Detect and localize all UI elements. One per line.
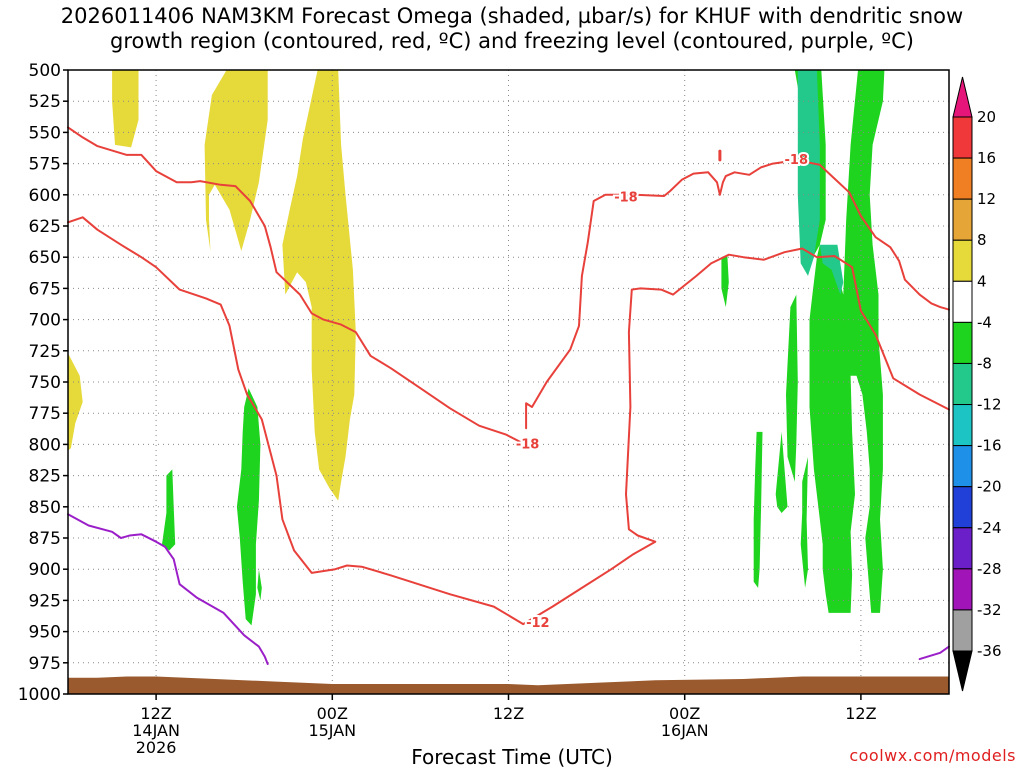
omega-region-0 bbox=[112, 70, 139, 148]
freezing-level-contour-west bbox=[67, 513, 269, 665]
colorbar-bin-4 bbox=[952, 280, 973, 323]
dgz-minus18-label-east-0: -18 bbox=[614, 190, 638, 205]
colorbar-bin-5 bbox=[952, 321, 973, 364]
colorbar-label-9: -20 bbox=[977, 478, 1002, 496]
omega-region-7 bbox=[721, 254, 729, 308]
colorbar-label-1: 16 bbox=[977, 149, 996, 167]
y-axis: 500 525 550 575 600 625 650 675 700 725 750 775 800 8… bbox=[18, 61, 68, 705]
x-tick-label-6-0: 12Z bbox=[140, 704, 171, 723]
temperature-contours: -12 -18 -18 -18 bbox=[67, 126, 950, 665]
dgz-minus12-contour bbox=[67, 216, 950, 626]
omega-region-10 bbox=[786, 294, 798, 482]
y-tick-label-725: 725 bbox=[29, 342, 61, 362]
y-tick-label-950: 950 bbox=[29, 623, 61, 643]
y-tick-label-875: 875 bbox=[29, 529, 61, 549]
colorbar-label-8: -16 bbox=[977, 437, 1002, 455]
colorbar: 20 16 12 8 4 -4 -8 -12 -16 -20 -24 -28 -32 -36 bbox=[952, 76, 1002, 692]
y-tick-label-550: 550 bbox=[29, 123, 61, 143]
x-tick-label-18-0: 00Z bbox=[317, 704, 348, 723]
y-tick-label-625: 625 bbox=[29, 217, 61, 237]
y-tick-label-675: 675 bbox=[29, 279, 61, 299]
x-tick-label-54-0: 12Z bbox=[845, 704, 876, 723]
colorbar-bin-2 bbox=[952, 198, 973, 241]
dgz-minus12-label: -12 bbox=[526, 616, 550, 631]
colorbar-label-3: 8 bbox=[977, 231, 987, 249]
colorbar-label-2: 12 bbox=[977, 190, 996, 208]
grid-lines bbox=[68, 70, 949, 694]
dgz-minus18-contour-east bbox=[525, 160, 950, 430]
terrain-layer bbox=[68, 676, 949, 694]
omega-region-12 bbox=[775, 431, 788, 513]
omega-shaded-regions bbox=[68, 70, 885, 626]
dgz-minus18-contour-west bbox=[67, 126, 522, 443]
x-tick-label-6-1: 14JAN bbox=[132, 721, 180, 740]
y-tick-label-600: 600 bbox=[29, 186, 61, 206]
omega-region-3 bbox=[68, 353, 83, 451]
colorbar-label-10: -24 bbox=[977, 519, 1002, 537]
y-tick-label-775: 775 bbox=[29, 404, 61, 424]
x-axis-title: Forecast Time (UTC) bbox=[411, 745, 613, 769]
colorbar-label-6: -8 bbox=[977, 354, 992, 372]
y-tick-label-700: 700 bbox=[29, 311, 61, 331]
colorbar-bin-6 bbox=[952, 362, 973, 406]
colorbar-bin-1 bbox=[952, 157, 973, 200]
colorbar-label-11: -28 bbox=[977, 560, 1002, 578]
x-tick-label-42-1: 16JAN bbox=[661, 721, 709, 740]
terrain-fill bbox=[68, 676, 949, 694]
y-tick-label-825: 825 bbox=[29, 467, 61, 487]
y-tick-label-900: 900 bbox=[29, 560, 61, 580]
colorbar-bin-3 bbox=[952, 239, 973, 282]
y-tick-label-850: 850 bbox=[29, 498, 61, 518]
colorbar-bin-0 bbox=[952, 116, 973, 159]
y-tick-label-500: 500 bbox=[29, 61, 61, 81]
chart-title-line-1: 2026011406 NAM3KM Forecast Omega (shaded… bbox=[60, 4, 964, 28]
colorbar-label-7: -12 bbox=[977, 396, 1002, 414]
colorbar-top-triangle bbox=[952, 76, 973, 118]
y-tick-label-525: 525 bbox=[29, 92, 61, 112]
omega-region-8 bbox=[753, 431, 763, 588]
colorbar-label-0: 20 bbox=[977, 108, 996, 126]
y-tick-label-800: 800 bbox=[29, 435, 61, 455]
dgz-minus18-label-west: -18 bbox=[516, 437, 540, 452]
y-tick-label-575: 575 bbox=[29, 155, 61, 175]
colorbar-bin-12 bbox=[952, 609, 973, 652]
credit-label: coolwx.com/models bbox=[849, 746, 1016, 765]
omega-region-2 bbox=[282, 70, 356, 501]
x-tick-label-6-2: 2026 bbox=[136, 738, 177, 757]
colorbar-label-13: -36 bbox=[977, 642, 1002, 660]
colorbar-label-12: -32 bbox=[977, 601, 1002, 619]
colorbar-bin-9 bbox=[952, 486, 973, 529]
colorbar-bin-11 bbox=[952, 568, 973, 611]
colorbar-bottom-triangle bbox=[952, 650, 973, 692]
colorbar-label-4: 4 bbox=[977, 272, 987, 290]
freezing-level-contour-east bbox=[918, 645, 950, 661]
colorbar-bin-7 bbox=[952, 404, 973, 447]
omega-region-6 bbox=[257, 569, 262, 601]
dgz-minus18-label-east-1: -18 bbox=[785, 153, 809, 168]
chart-title-line-2: growth region (contoured, red, ºC) and f… bbox=[110, 29, 914, 53]
colorbar-bin-10 bbox=[952, 527, 973, 570]
x-tick-label-30-0: 12Z bbox=[493, 704, 524, 723]
colorbar-label-5: -4 bbox=[977, 313, 992, 331]
y-tick-label-650: 650 bbox=[29, 248, 61, 268]
y-tick-label-750: 750 bbox=[29, 373, 61, 393]
x-tick-label-18-1: 15JAN bbox=[308, 721, 356, 740]
chart-title: 2026011406 NAM3KM Forecast Omega (shaded… bbox=[0, 4, 1024, 54]
colorbar-bin-8 bbox=[952, 445, 973, 488]
y-tick-label-1000: 1000 bbox=[18, 685, 61, 705]
omega-region-13 bbox=[797, 70, 820, 276]
omega-region-1 bbox=[204, 70, 268, 251]
y-tick-label-925: 925 bbox=[29, 591, 61, 611]
x-tick-label-42-0: 00Z bbox=[669, 704, 700, 723]
omega-region-5 bbox=[162, 469, 176, 551]
y-tick-label-975: 975 bbox=[29, 654, 61, 674]
omega-region-11 bbox=[800, 456, 808, 588]
